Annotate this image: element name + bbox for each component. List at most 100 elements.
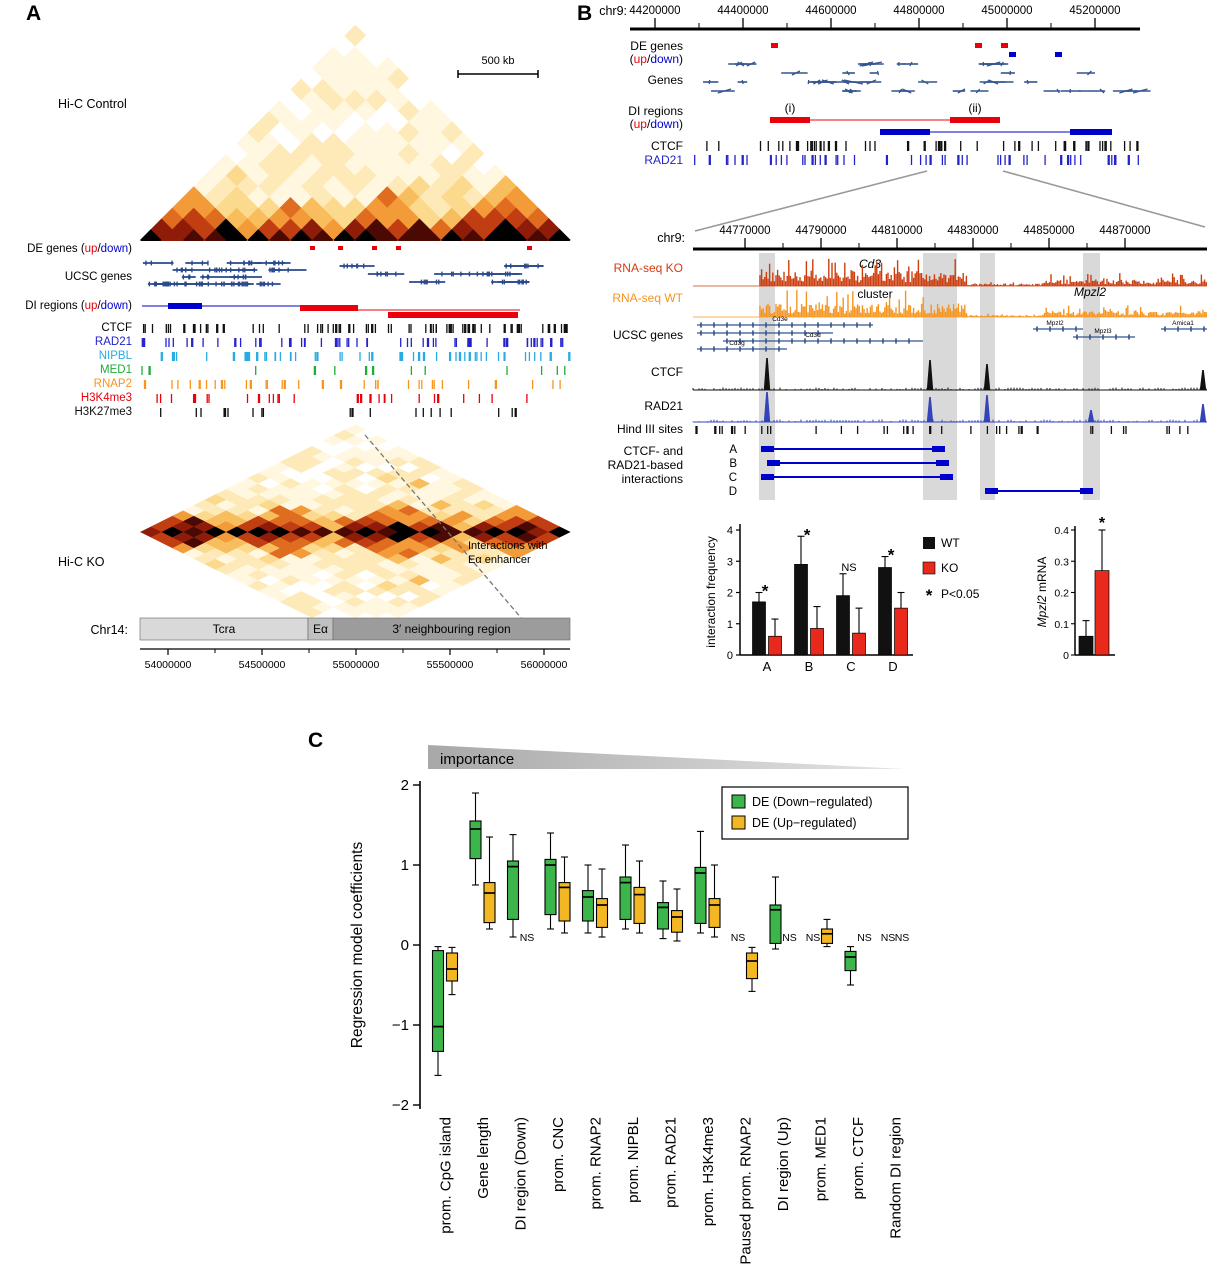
svg-text:NS: NS (782, 932, 797, 944)
svg-text:Paused prom. RNAP2: Paused prom. RNAP2 (738, 1117, 755, 1265)
ea-interaction-dashed-line (364, 434, 541, 641)
panel-c-letter: C (308, 729, 323, 752)
svg-text:prom. CTCF: prom. CTCF (850, 1117, 867, 1200)
svg-text:prom. RAD21: prom. RAD21 (663, 1117, 680, 1208)
svg-text:prom. NIPBL: prom. NIPBL (625, 1117, 642, 1203)
svg-text:3′ neighbouring region: 3′ neighbouring region (392, 622, 510, 636)
svg-text:44800000: 44800000 (893, 5, 944, 17)
svg-text:C: C (846, 659, 855, 674)
svg-text:3: 3 (727, 556, 733, 568)
svg-text:Mpzl2: Mpzl2 (1046, 320, 1064, 327)
svg-text:Cd3d: Cd3d (805, 332, 821, 339)
panel-c: C importance 2 1 0 −1 −2 Regression model coe… (308, 729, 910, 1265)
svg-text:prom. H3K4me3: prom. H3K4me3 (700, 1117, 717, 1226)
svg-text:*: * (926, 586, 933, 605)
svg-text:H3K27me3: H3K27me3 (74, 406, 132, 418)
panel-a-tracks: DE genes (up/down) UCSC genes DI regions (… (25, 243, 571, 418)
svg-text:DI regions: DI regions (628, 104, 683, 118)
svg-text:Mpzl3: Mpzl3 (1094, 328, 1112, 335)
svg-text:55500000: 55500000 (427, 659, 474, 671)
svg-text:NIPBL: NIPBL (99, 350, 133, 362)
svg-text:CTCF: CTCF (101, 322, 132, 334)
svg-text:NS: NS (895, 932, 910, 944)
svg-text:Hind III sites: Hind III sites (617, 422, 683, 436)
svg-text:44770000: 44770000 (719, 225, 770, 237)
svg-text:cluster: cluster (857, 287, 892, 301)
svg-text:B: B (805, 659, 814, 674)
svg-text:CTCF- and: CTCF- and (624, 444, 683, 458)
svg-text:*: * (804, 525, 811, 544)
svg-text:2: 2 (401, 777, 409, 794)
svg-text:A: A (729, 444, 737, 456)
svg-text:RAD21: RAD21 (95, 336, 132, 348)
svg-text:UCSC genes: UCSC genes (65, 271, 132, 283)
svg-text:(up/down): (up/down) (630, 52, 683, 66)
svg-text:Genes: Genes (648, 73, 683, 87)
svg-text:44870000: 44870000 (1099, 225, 1150, 237)
svg-text:D: D (729, 486, 737, 498)
svg-text:45000000: 45000000 (981, 5, 1032, 17)
panel-b-letter: B (577, 2, 592, 25)
svg-text:prom. CpG island: prom. CpG island (438, 1117, 455, 1234)
svg-text:55000000: 55000000 (333, 659, 380, 671)
panel-a-letter: A (26, 2, 41, 25)
svg-text:0.1: 0.1 (1054, 619, 1069, 631)
svg-text:UCSC genes: UCSC genes (613, 328, 683, 342)
svg-text:D: D (888, 659, 897, 674)
svg-text:Mpzl2 mRNA: Mpzl2 mRNA (1035, 557, 1049, 628)
svg-text:H3K4me3: H3K4me3 (81, 392, 132, 404)
svg-text:KO: KO (941, 561, 958, 575)
svg-text:A: A (763, 659, 772, 674)
svg-text:MED1: MED1 (100, 364, 132, 376)
hic-ko-label: Hi-C KO (58, 555, 105, 569)
svg-text:DE (Down−regulated): DE (Down−regulated) (752, 795, 873, 809)
svg-text:interaction frequency: interaction frequency (704, 536, 718, 647)
svg-text:54000000: 54000000 (145, 659, 192, 671)
svg-text:0: 0 (727, 650, 733, 662)
svg-text:−2: −2 (392, 1097, 409, 1114)
svg-text:*: * (762, 582, 769, 601)
svg-text:4: 4 (727, 525, 733, 537)
svg-text:44200000: 44200000 (629, 5, 680, 17)
interaction-frequency-chart: 0 1 2 3 4 interaction frequency A * B * C NS D * (704, 524, 913, 674)
svg-text:(i): (i) (785, 101, 796, 115)
hic-control-label: Hi-C Control (58, 97, 127, 111)
svg-text:importance: importance (440, 751, 514, 768)
svg-text:Amica1: Amica1 (1172, 320, 1194, 327)
svg-text:NS: NS (806, 932, 821, 944)
svg-text:RAD21: RAD21 (644, 399, 683, 413)
svg-text:prom. MED1: prom. MED1 (813, 1117, 830, 1201)
svg-text:0: 0 (1063, 650, 1069, 662)
svg-text:1: 1 (727, 619, 733, 631)
svg-text:NS: NS (881, 932, 896, 944)
mpzl2-mrna-chart: 0 0.1 0.2 0.3 0.4 Mpzl2 mRNA * (1035, 515, 1115, 662)
svg-text:DI region (Down): DI region (Down) (513, 1117, 530, 1230)
panel-a: A Hi-C Control 500 kb DE genes (up/down)… (25, 2, 571, 671)
svg-text:Eα: Eα (313, 622, 328, 636)
svg-text:Gene length: Gene length (475, 1117, 492, 1199)
svg-text:(ii): (ii) (968, 101, 981, 115)
svg-text:56000000: 56000000 (521, 659, 568, 671)
svg-text:prom. RNAP2: prom. RNAP2 (588, 1117, 605, 1210)
svg-text:44810000: 44810000 (871, 225, 922, 237)
ko-annotation-line2: Eα enhancer (468, 554, 531, 566)
svg-text:Cd3e: Cd3e (772, 316, 788, 323)
svg-text:interactions: interactions (622, 472, 683, 486)
svg-text:Tcra: Tcra (213, 622, 236, 636)
svg-text:0.4: 0.4 (1054, 525, 1069, 537)
svg-text:NS: NS (857, 932, 872, 944)
panel-b: B chr9: chr9: 44200000 44400000 44600000 44… (577, 2, 1207, 674)
hic-ko-heatmap (140, 424, 571, 640)
svg-text:44790000: 44790000 (795, 225, 846, 237)
svg-text:DE genes (up/down): DE genes (up/down) (27, 243, 132, 255)
svg-text:44400000: 44400000 (717, 5, 768, 17)
genome-axes: 44200000 44400000 44600000 44800000 45000000… (629, 5, 1207, 251)
svg-text:44850000: 44850000 (1023, 225, 1074, 237)
svg-text:RNA-seq WT: RNA-seq WT (612, 291, 683, 305)
ko-annotation-line1: Interactions with (468, 540, 547, 552)
svg-text:DI regions (up/down): DI regions (up/down) (25, 300, 132, 312)
svg-text:DI region (Up): DI region (Up) (775, 1117, 792, 1211)
